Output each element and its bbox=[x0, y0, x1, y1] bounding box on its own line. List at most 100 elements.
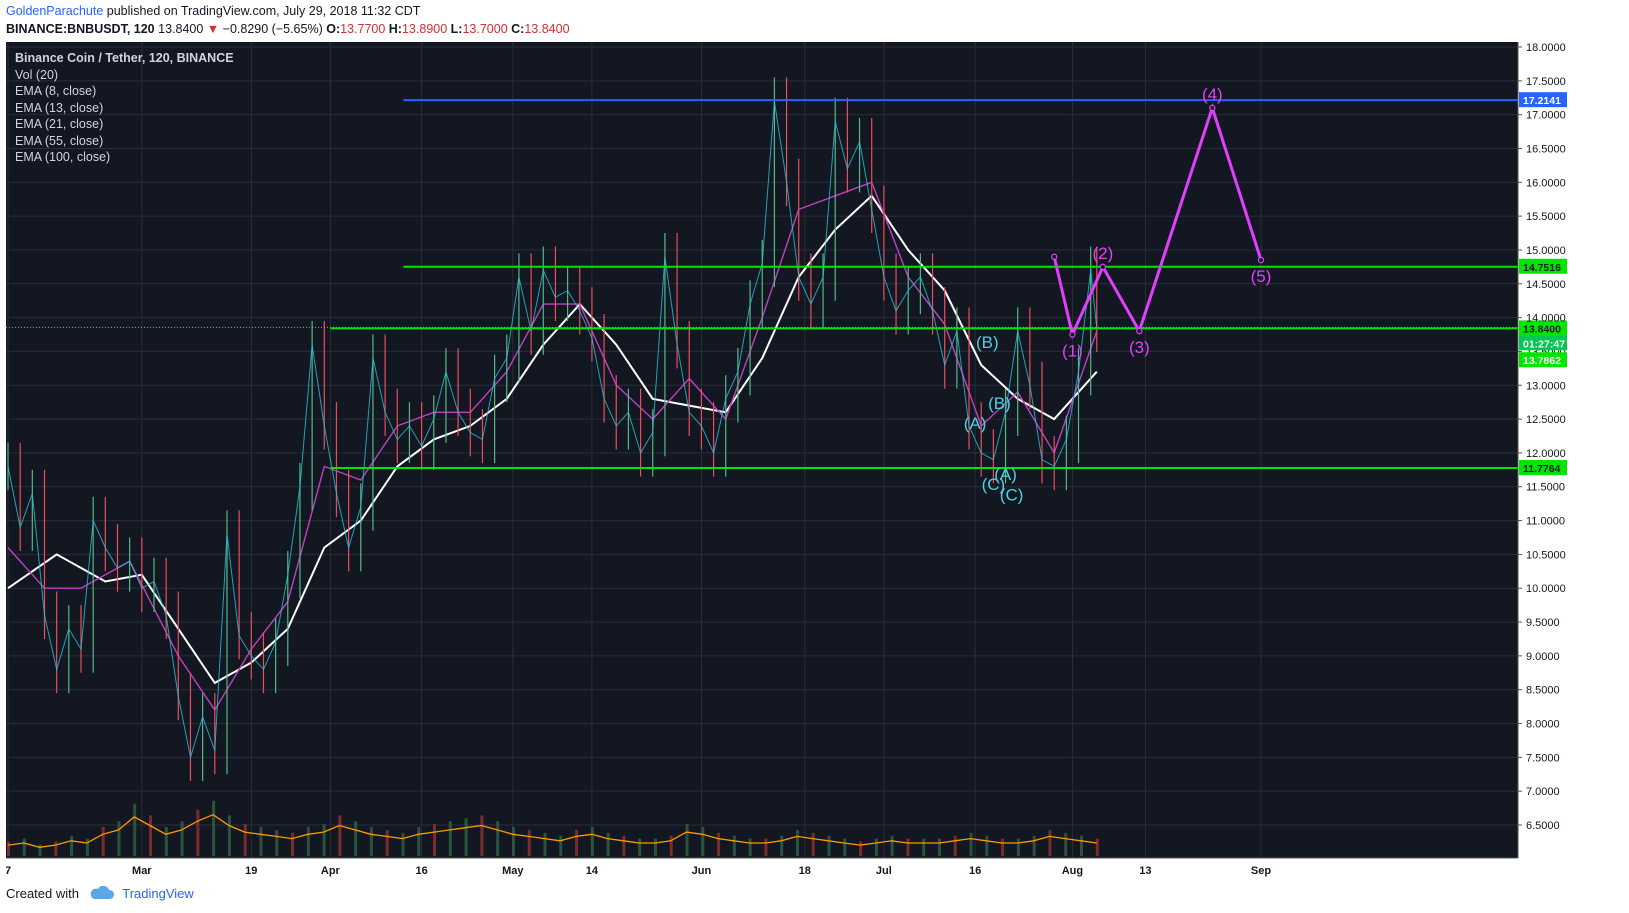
volume-bar bbox=[70, 835, 74, 856]
volume-bar bbox=[859, 841, 863, 856]
x-tick-label: 18 bbox=[799, 865, 811, 877]
legend-item[interactable]: EMA (13, close) bbox=[15, 101, 103, 115]
tradingview-link[interactable]: TradingView bbox=[122, 886, 194, 901]
y-tick-label: 6.5000 bbox=[1526, 820, 1560, 832]
x-tick-label: May bbox=[502, 865, 524, 877]
legend-title: Binance Coin / Tether, 120, BINANCE bbox=[15, 51, 234, 65]
wave-label: (3) bbox=[1129, 338, 1150, 357]
volume-bar bbox=[969, 832, 973, 856]
price-axis: 18.0000 17.5000 17.0000 16.5000 16.0000 15.50… bbox=[1517, 42, 1566, 858]
volume-bar bbox=[1064, 832, 1068, 856]
created-with-text: Created with bbox=[6, 886, 79, 901]
x-tick-label: Sep bbox=[1251, 865, 1271, 877]
indicator-legend: Binance Coin / Tether, 120, BINANCE Vol … bbox=[15, 51, 234, 164]
levels-layer: 17.2141 14.7516 13.8400 11.7764 bbox=[6, 92, 1567, 476]
volume-bar bbox=[527, 829, 531, 856]
volume-bar bbox=[780, 835, 784, 856]
open-value: 13.7700 bbox=[340, 22, 386, 36]
price-chart[interactable]: 17.2141 14.7516 13.8400 11.7764 (1) (2) (3) (4… bbox=[6, 42, 1606, 880]
x-tick-label: Apr bbox=[321, 865, 341, 877]
volume-bar bbox=[417, 827, 421, 856]
legend-item[interactable]: EMA (55, close) bbox=[15, 134, 103, 148]
time-axis-background[interactable] bbox=[6, 858, 1518, 880]
volume-bar bbox=[227, 815, 231, 856]
volume-bar bbox=[543, 832, 547, 856]
volume-bar bbox=[385, 829, 389, 856]
chart-background bbox=[6, 42, 1606, 880]
wave-point bbox=[1099, 263, 1107, 271]
change-value: −0.8290 (−5.65%) bbox=[222, 22, 323, 36]
y-tick-label: 15.5000 bbox=[1526, 211, 1566, 223]
wave-point bbox=[1050, 253, 1058, 260]
volume-bar bbox=[827, 835, 831, 856]
level-tag-current bbox=[1519, 320, 1567, 336]
abc-wave-label: (B) bbox=[988, 394, 1011, 413]
volume-bar bbox=[874, 838, 878, 856]
volume-bar bbox=[22, 838, 26, 856]
series-layer bbox=[7, 77, 1098, 782]
author-link[interactable]: GoldenParachute bbox=[6, 4, 104, 18]
price-line bbox=[7, 101, 1098, 758]
y-tick-label: 9.5000 bbox=[1526, 617, 1560, 629]
y-tick-label: 8.0000 bbox=[1526, 719, 1560, 731]
legend-item[interactable]: EMA (8, close) bbox=[15, 84, 96, 98]
volume-bar bbox=[937, 838, 941, 856]
y-tick-label: 10.5000 bbox=[1526, 549, 1566, 561]
price-tags: 01:27:47 13.7862 bbox=[1519, 335, 1567, 368]
legend-item[interactable]: EMA (21, close) bbox=[15, 117, 103, 131]
volume-bar bbox=[338, 815, 342, 856]
volume-bar bbox=[795, 829, 799, 856]
y-tick-label: 15.0000 bbox=[1526, 245, 1566, 257]
footer: Created with TradingView bbox=[6, 885, 194, 901]
ohlc-line: BINANCE:BNBUSDT, 120 13.8400 ▼ −0.8290 (… bbox=[6, 22, 570, 36]
volume-bar bbox=[306, 827, 310, 856]
volume-bar bbox=[511, 827, 515, 856]
volume-bar bbox=[732, 835, 736, 856]
price-tag-label: 01:27:47 bbox=[1523, 338, 1565, 350]
wave-projection-line bbox=[1052, 103, 1263, 340]
volume-bar bbox=[1079, 835, 1083, 856]
volume-bar bbox=[653, 838, 657, 856]
wave-layer: (1)(2)(3)(4)(5)(B)(A)(B)(A)(C)(C) bbox=[964, 85, 1272, 504]
legend-item[interactable]: EMA (100, close) bbox=[15, 150, 110, 164]
close-label: C: bbox=[511, 22, 525, 36]
y-tick-label: 11.5000 bbox=[1526, 482, 1565, 494]
y-tick-label: 17.5000 bbox=[1526, 76, 1566, 88]
low-label: L: bbox=[450, 22, 463, 36]
x-tick-label: 13 bbox=[1139, 865, 1151, 877]
abc-wave-label: (C) bbox=[982, 475, 1006, 494]
level-tag-label: 13.8400 bbox=[1523, 323, 1561, 335]
level-tag-support bbox=[1519, 460, 1567, 476]
legend-item[interactable]: Vol (20) bbox=[15, 68, 58, 82]
ema-line bbox=[7, 181, 1098, 712]
x-tick-label: 16 bbox=[415, 865, 427, 877]
volume-bar bbox=[638, 838, 642, 856]
y-tick-label: 8.5000 bbox=[1526, 685, 1560, 697]
volume-bar bbox=[464, 818, 468, 856]
y-tick-label: 11.0000 bbox=[1526, 516, 1565, 528]
volume-bar bbox=[890, 835, 894, 856]
published-text: published on TradingView.com, July 29, 2… bbox=[106, 4, 421, 18]
volume-bar bbox=[164, 827, 168, 856]
volume-bar bbox=[1001, 838, 1005, 856]
price-tag-label: 13.7862 bbox=[1523, 355, 1561, 367]
volume-bar bbox=[1095, 838, 1099, 856]
wave-point bbox=[1257, 256, 1265, 264]
y-tick-label: 18.0000 bbox=[1526, 42, 1566, 54]
volume-bar bbox=[196, 809, 200, 856]
volume-bar bbox=[133, 803, 137, 856]
x-tick-label: 19 bbox=[245, 865, 257, 877]
volume-bar bbox=[369, 827, 373, 856]
volume-bar bbox=[275, 829, 279, 856]
wave-point bbox=[1209, 104, 1216, 112]
volume-bar bbox=[717, 832, 721, 856]
volume-bar bbox=[559, 835, 563, 856]
grid bbox=[6, 42, 1518, 858]
ema-line bbox=[7, 194, 1098, 685]
tradingview-cloud-icon bbox=[90, 885, 114, 899]
level-tag-label: 14.7516 bbox=[1523, 262, 1561, 274]
y-tick-label: 9.0000 bbox=[1526, 651, 1560, 663]
volume-bar bbox=[291, 832, 295, 856]
wave-label: (5) bbox=[1251, 267, 1272, 286]
x-tick-label: 14 bbox=[586, 865, 599, 877]
